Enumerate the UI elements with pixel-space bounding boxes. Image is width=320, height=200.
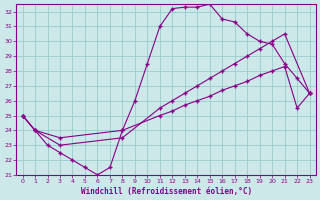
X-axis label: Windchill (Refroidissement éolien,°C): Windchill (Refroidissement éolien,°C)	[81, 187, 252, 196]
